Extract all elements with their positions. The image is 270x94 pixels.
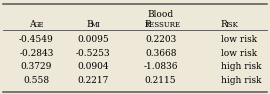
Text: 0.2217: 0.2217: [77, 76, 109, 85]
Text: -0.5253: -0.5253: [76, 49, 110, 58]
Text: -0.2843: -0.2843: [19, 49, 54, 58]
Text: Blood: Blood: [148, 10, 174, 19]
Text: 0.2203: 0.2203: [145, 34, 176, 44]
Text: R: R: [221, 20, 227, 29]
Text: -1.0836: -1.0836: [143, 62, 178, 71]
Text: -0.4549: -0.4549: [19, 34, 54, 44]
Text: 0.3668: 0.3668: [145, 49, 176, 58]
Text: 0.0095: 0.0095: [77, 34, 109, 44]
Text: high risk: high risk: [221, 62, 262, 71]
Text: 0.2115: 0.2115: [145, 76, 177, 85]
Text: high risk: high risk: [221, 76, 262, 85]
Text: 0.558: 0.558: [23, 76, 49, 85]
Text: low risk: low risk: [221, 49, 258, 58]
Text: 0.3729: 0.3729: [21, 62, 52, 71]
Text: low risk: low risk: [221, 34, 258, 44]
Text: MI: MI: [91, 21, 100, 29]
Text: P: P: [144, 20, 150, 29]
Text: B: B: [86, 20, 93, 29]
Text: RESSURE: RESSURE: [145, 21, 181, 29]
Text: 0.0904: 0.0904: [77, 62, 109, 71]
Text: ISK: ISK: [226, 21, 239, 29]
Text: A: A: [29, 20, 36, 29]
Text: GE: GE: [34, 21, 44, 29]
